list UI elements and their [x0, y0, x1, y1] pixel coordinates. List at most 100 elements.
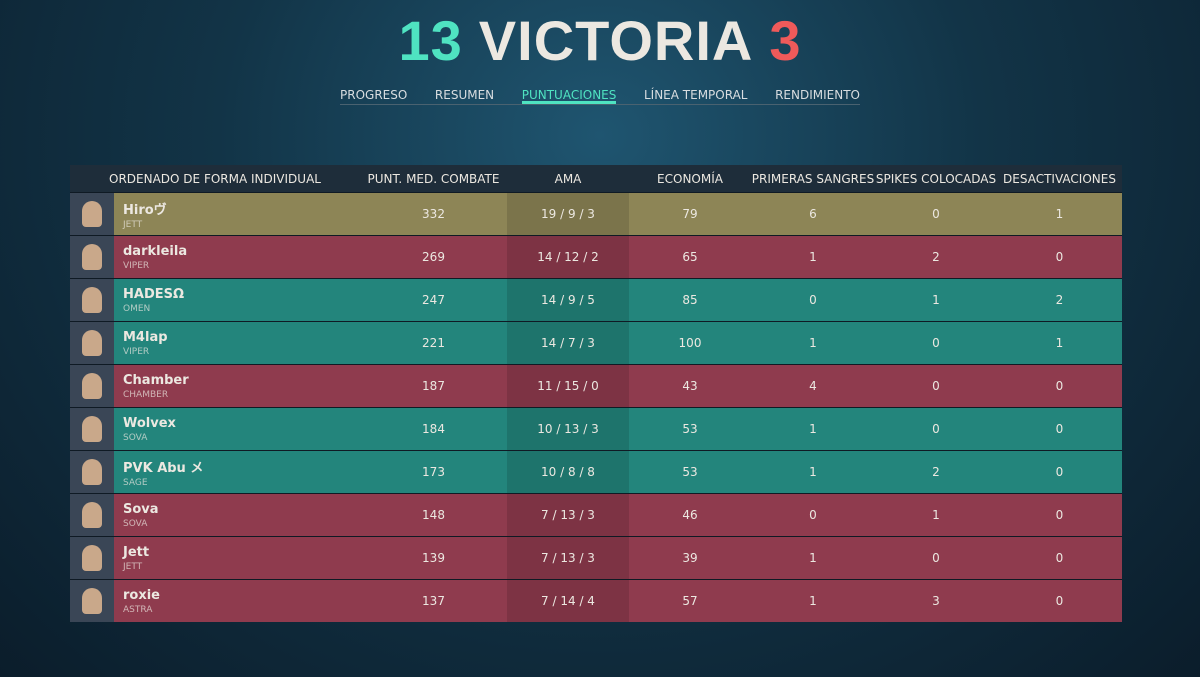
- stat-first-bloods: 1: [809, 551, 817, 565]
- tab[interactable]: PUNTUACIONES: [521, 88, 617, 104]
- agent-portrait: [70, 537, 114, 579]
- stat-economy: 53: [682, 422, 698, 436]
- stat-plants: 0: [932, 551, 940, 565]
- stat-economy: 43: [682, 379, 698, 393]
- player-row: HADESΩ OMEN 247 14 / 9 / 5 85 0 1 2: [70, 278, 1122, 321]
- player-info: darkleila VIPER: [123, 244, 187, 271]
- tabs: PROGRESO RESUMEN PUNTUACIONES LÍNEA TEMPORA…: [340, 86, 860, 105]
- player-row: Hiroヴ JETT 332 19 / 9 / 3 79 6 0 1: [70, 192, 1122, 235]
- portrait-face: [82, 330, 102, 356]
- agent-name: ASTRA: [123, 604, 153, 615]
- player-name: M4lap: [123, 329, 168, 345]
- stat-economy: 57: [682, 594, 698, 608]
- stat-economy: 100: [678, 336, 702, 350]
- stat-plants: 1: [932, 293, 940, 307]
- column-header: ORDENADO DE FORMA INDIVIDUAL: [109, 171, 321, 186]
- player-name: Jett: [123, 544, 150, 560]
- stat-first-bloods: 1: [809, 422, 817, 436]
- agent-portrait: [70, 408, 114, 450]
- tab[interactable]: LÍNEA TEMPORAL: [643, 88, 748, 102]
- player-row: Chamber CHAMBER 187 11 / 15 / 0 43 4 0 0: [70, 364, 1122, 407]
- column-header: ECONOMÍA: [657, 171, 723, 186]
- agent-portrait: [70, 193, 114, 235]
- stat-economy: 65: [682, 250, 698, 264]
- player-cell: Hiroヴ JETT: [70, 193, 360, 235]
- score-left: 13: [398, 9, 463, 72]
- player-info: Wolvex SOVA: [123, 416, 176, 443]
- portrait-face: [82, 459, 102, 485]
- stat-acs: 137: [422, 594, 445, 608]
- player-row: roxie ASTRA 137 7 / 14 / 4 57 1 3 0: [70, 579, 1122, 622]
- agent-name: JETT: [123, 561, 143, 572]
- scoreboard: ORDENADO DE FORMA INDIVIDUAL PUNT. MED. C…: [70, 165, 1122, 622]
- stat-first-bloods: 0: [809, 508, 817, 522]
- player-row: M4lap VIPER 221 14 / 7 / 3 100 1 0 1: [70, 321, 1122, 364]
- stat-defuses: 2: [1055, 293, 1064, 307]
- stat-kda: 14 / 12 / 2: [507, 236, 629, 278]
- agent-portrait: [70, 451, 114, 493]
- header-row: ORDENADO DE FORMA INDIVIDUAL PUNT. MED. C…: [70, 165, 1122, 192]
- stat-first-bloods: 6: [809, 207, 817, 221]
- player-info: HADESΩ OMEN: [123, 287, 184, 314]
- player-name: Sova: [123, 501, 159, 517]
- stat-kda: 14 / 9 / 5: [507, 279, 629, 321]
- stat-plants: 3: [932, 594, 940, 608]
- match-result: 13 VICTORIA 3: [0, 8, 1200, 73]
- stat-defuses: 0: [1055, 250, 1064, 264]
- portrait-face: [82, 201, 102, 227]
- stat-first-bloods: 1: [809, 465, 817, 479]
- agent-portrait: [70, 580, 114, 622]
- stat-kda: 10 / 8 / 8: [507, 451, 629, 493]
- agent-portrait: [70, 365, 114, 407]
- stat-first-bloods: 1: [809, 250, 817, 264]
- stat-defuses: 0: [1055, 594, 1064, 608]
- stat-acs: 187: [422, 379, 445, 393]
- stat-plants: 2: [932, 250, 940, 264]
- agent-portrait: [70, 236, 114, 278]
- column-header: SPIKES COLOCADAS: [875, 171, 997, 186]
- tab[interactable]: PROGRESO: [340, 88, 408, 102]
- stat-acs: 247: [422, 293, 445, 307]
- stat-plants: 0: [932, 422, 940, 436]
- player-info: roxie ASTRA: [123, 588, 160, 615]
- agent-name: SAGE: [123, 477, 148, 488]
- portrait-face: [82, 502, 102, 528]
- stat-kda: 7 / 13 / 3: [507, 537, 629, 579]
- player-cell: Wolvex SOVA: [70, 408, 360, 450]
- player-cell: HADESΩ OMEN: [70, 279, 360, 321]
- stat-acs: 139: [422, 551, 445, 565]
- stat-kda: 11 / 15 / 0: [507, 365, 629, 407]
- player-cell: Jett JETT: [70, 537, 360, 579]
- player-info: Hiroヴ JETT: [123, 199, 167, 230]
- column-header: PRIMERAS SANGRES: [751, 171, 875, 186]
- agent-name: CHAMBER: [123, 389, 169, 400]
- agent-name: SOVA: [123, 518, 148, 529]
- player-info: Jett JETT: [123, 545, 149, 572]
- tab[interactable]: RESUMEN: [434, 88, 495, 102]
- tab[interactable]: RENDIMIENTO: [775, 88, 860, 102]
- stat-kda: 7 / 13 / 3: [507, 494, 629, 536]
- score-right: 3: [769, 9, 802, 72]
- player-cell: darkleila VIPER: [70, 236, 360, 278]
- player-cell: Sova SOVA: [70, 494, 360, 536]
- stat-defuses: 0: [1055, 551, 1064, 565]
- player-name: PVK Abu メ: [123, 460, 204, 476]
- stat-acs: 269: [422, 250, 445, 264]
- stat-acs: 184: [422, 422, 445, 436]
- player-name: darkleila: [123, 243, 188, 259]
- agent-name: VIPER: [123, 260, 150, 271]
- result: VICTORIA: [478, 9, 754, 72]
- stat-kda: 19 / 9 / 3: [507, 193, 629, 235]
- player-name: Wolvex: [123, 415, 176, 431]
- player-row: Jett JETT 139 7 / 13 / 3 39 1 0 0: [70, 536, 1122, 579]
- stat-kda: 10 / 13 / 3: [507, 408, 629, 450]
- stat-kda: 7 / 14 / 4: [507, 580, 629, 622]
- portrait-face: [82, 545, 102, 571]
- portrait-face: [82, 244, 102, 270]
- agent-name: JETT: [123, 219, 143, 230]
- stat-economy: 39: [682, 551, 698, 565]
- portrait-face: [82, 373, 102, 399]
- agent-portrait: [70, 279, 114, 321]
- player-name: Chamber: [123, 372, 189, 388]
- portrait-face: [82, 287, 102, 313]
